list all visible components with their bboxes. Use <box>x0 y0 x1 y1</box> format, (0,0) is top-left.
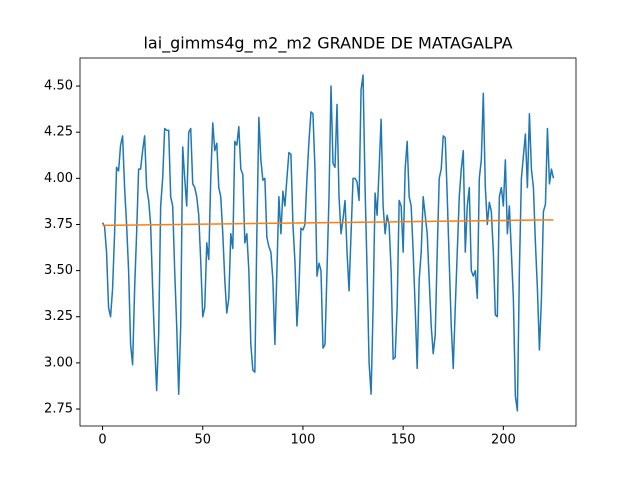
plot-frame <box>79 57 577 427</box>
y-tick-label: 2.75 <box>44 402 73 417</box>
y-tick-label: 4.50 <box>44 79 73 94</box>
x-tick-label: 0 <box>98 433 106 448</box>
y-tick-label: 3.25 <box>44 309 73 324</box>
chart-title: lai_gimms4g_m2_m2 GRANDE DE MATAGALPA <box>143 34 512 54</box>
x-tick-label: 150 <box>391 433 416 448</box>
y-tick-label: 3.00 <box>44 355 73 370</box>
data-line <box>101 74 555 412</box>
x-tick-label: 100 <box>291 433 316 448</box>
y-tick-label: 3.75 <box>44 217 73 232</box>
x-tick-label: 50 <box>194 433 211 448</box>
x-tick-label: 200 <box>491 433 516 448</box>
data-line <box>102 219 554 227</box>
y-tick-label: 4.25 <box>44 125 73 140</box>
y-tick-label: 4.00 <box>44 171 73 186</box>
y-tick-label: 3.50 <box>44 263 73 278</box>
